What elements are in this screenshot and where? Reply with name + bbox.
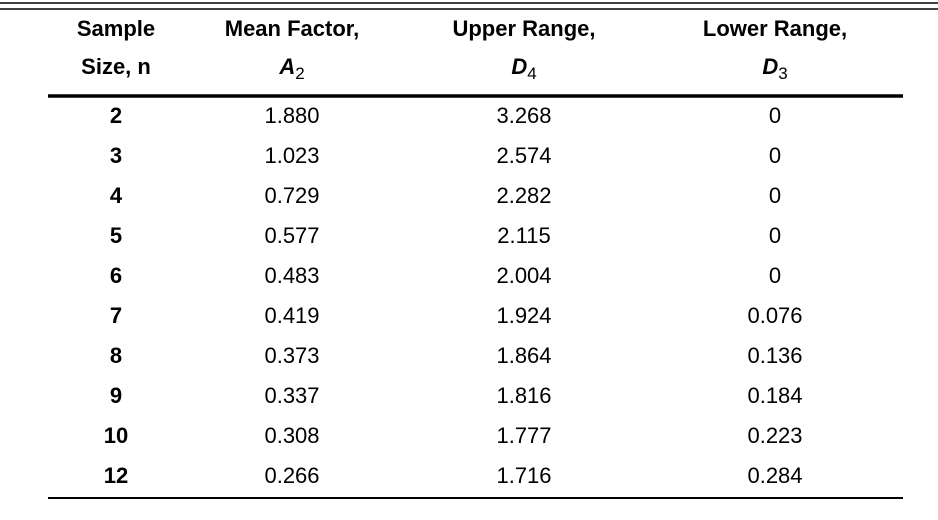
cell: 2.115 <box>497 223 550 248</box>
subscript: 3 <box>778 64 787 83</box>
cell: 0.483 <box>264 263 319 288</box>
cell: 0.729 <box>264 183 319 208</box>
cell: 2.004 <box>496 263 551 288</box>
column-title: Mean Factor, <box>225 16 359 41</box>
cell: 2.574 <box>496 143 551 168</box>
row-header: 6 <box>110 263 122 288</box>
column-title: Sample <box>77 16 155 41</box>
cell: 0.076 <box>747 303 802 328</box>
cell: 0 <box>769 103 781 128</box>
row-header: 4 <box>110 183 123 208</box>
cell: 0.266 <box>264 463 319 488</box>
cell: 0 <box>769 183 781 208</box>
cell: 0.136 <box>747 343 802 368</box>
cell: 0.337 <box>264 383 319 408</box>
column-title: Upper Range, <box>452 16 595 41</box>
cell: 0 <box>769 223 781 248</box>
row-header: 3 <box>110 143 122 168</box>
symbol: A <box>278 54 295 79</box>
column-symbol: A2 <box>278 54 304 84</box>
cell: 0 <box>769 143 781 168</box>
row-header: 2 <box>110 103 122 128</box>
column-symbol: D4 <box>511 54 536 84</box>
row-header: 7 <box>110 303 122 328</box>
cell: 1.716 <box>496 463 551 488</box>
row-header: 8 <box>110 343 122 368</box>
cell: 3.268 <box>496 103 551 128</box>
cell: 1.816 <box>496 383 551 408</box>
row-header: 12 <box>104 463 128 488</box>
column-symbol: D3 <box>762 54 787 84</box>
column-title: Lower Range, <box>703 16 847 41</box>
cell: 0.308 <box>264 423 319 448</box>
cell: 0.419 <box>264 303 319 328</box>
symbol: D <box>511 54 527 79</box>
row-header: 9 <box>110 383 122 408</box>
cell: 1.864 <box>496 343 551 368</box>
cell: 0.184 <box>747 383 802 408</box>
column-subtitle: Size, n <box>81 54 151 79</box>
cell: 1.777 <box>496 423 551 448</box>
cell: 0 <box>769 263 781 288</box>
cell: 1.924 <box>496 303 551 328</box>
subscript: 2 <box>295 64 304 83</box>
symbol: D <box>762 54 778 79</box>
subscript: 4 <box>527 64 536 83</box>
cell: 2.282 <box>496 183 551 208</box>
cell: 0.577 <box>264 223 319 248</box>
cell: 1.880 <box>264 103 319 128</box>
cell: 0.223 <box>747 423 802 448</box>
row-header: 10 <box>104 423 128 448</box>
row-header: 5 <box>110 223 122 248</box>
cell: 1.023 <box>264 143 319 168</box>
cell: 0.284 <box>747 463 802 488</box>
cell: 0.373 <box>264 343 319 368</box>
